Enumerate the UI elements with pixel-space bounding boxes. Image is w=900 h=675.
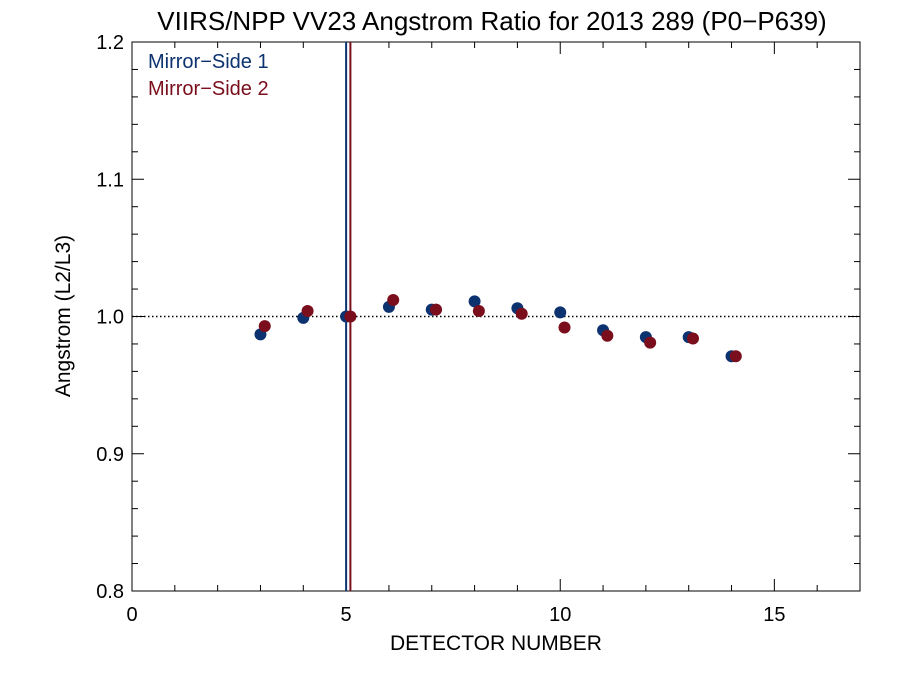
mirror-side-1-point [554, 306, 567, 319]
mirror-side-2-point [344, 310, 357, 323]
chart-title: VIIRS/NPP VV23 Angstrom Ratio for 2013 2… [157, 6, 826, 36]
mirror-side-2-point [601, 329, 614, 342]
x-tick-label: 10 [549, 604, 571, 626]
x-tick-label: 15 [763, 604, 785, 626]
mirror-side-2-point [729, 350, 742, 363]
x-tick-label: 5 [341, 604, 352, 626]
mirror-side-2-point [558, 321, 571, 334]
y-tick-label: 1.1 [96, 169, 124, 191]
x-tick-label: 0 [126, 604, 137, 626]
mirror-side-2-point [430, 303, 443, 316]
mirror-side-2-point [686, 332, 699, 345]
x-axis-label: DETECTOR NUMBER [390, 632, 602, 655]
y-tick-label: 1.2 [96, 32, 124, 54]
y-tick-label: 0.9 [96, 444, 124, 466]
y-tick-label: 0.8 [96, 581, 124, 603]
plot-area: 0 5 10 15 0.8 0.9 1.0 1.1 1.2 Mirror−Side 1 Mirror… [96, 32, 861, 626]
legend-entry-mirror-side-2: Mirror−Side 2 [148, 78, 269, 100]
mirror-side-1-point [468, 295, 481, 308]
mirror-side-2-point [387, 294, 400, 307]
mirror-side-2-point [515, 307, 528, 320]
mirror-side-2-point [258, 320, 271, 333]
legend-entry-mirror-side-1: Mirror−Side 1 [148, 51, 269, 73]
y-axis-label: Angstrom (L2/L3) [52, 235, 75, 397]
mirror-side-2-point [301, 305, 314, 318]
mirror-side-2-point [472, 305, 485, 318]
mirror-side-2-point [644, 336, 657, 349]
y-tick-label: 1.0 [96, 307, 124, 329]
